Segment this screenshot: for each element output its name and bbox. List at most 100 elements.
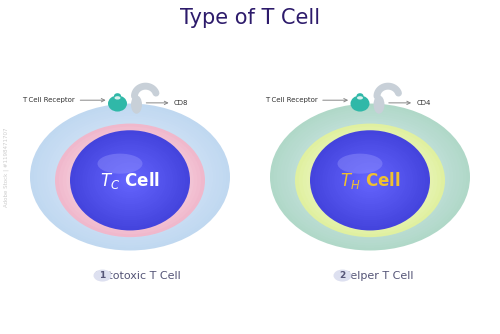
- Ellipse shape: [92, 148, 168, 212]
- Ellipse shape: [354, 165, 386, 189]
- Ellipse shape: [339, 154, 401, 206]
- Ellipse shape: [115, 169, 145, 192]
- Text: Cytotoxic T Cell: Cytotoxic T Cell: [94, 271, 181, 281]
- Ellipse shape: [44, 113, 216, 241]
- Ellipse shape: [84, 143, 176, 211]
- Ellipse shape: [356, 93, 364, 99]
- Ellipse shape: [96, 155, 164, 206]
- Ellipse shape: [76, 138, 184, 216]
- Ellipse shape: [322, 140, 418, 220]
- Ellipse shape: [101, 156, 159, 204]
- Ellipse shape: [80, 140, 180, 214]
- Ellipse shape: [314, 135, 426, 219]
- Ellipse shape: [104, 158, 156, 202]
- Ellipse shape: [320, 138, 420, 222]
- Ellipse shape: [351, 166, 389, 194]
- Ellipse shape: [321, 144, 419, 217]
- Ellipse shape: [296, 123, 444, 231]
- Ellipse shape: [66, 132, 194, 229]
- Ellipse shape: [362, 175, 378, 186]
- Ellipse shape: [66, 131, 194, 223]
- Ellipse shape: [338, 154, 382, 174]
- Ellipse shape: [120, 170, 140, 184]
- Text: CD8: CD8: [174, 100, 188, 106]
- Ellipse shape: [118, 170, 142, 190]
- Ellipse shape: [366, 175, 374, 179]
- Ellipse shape: [306, 131, 434, 223]
- Ellipse shape: [96, 152, 164, 208]
- Ellipse shape: [290, 118, 450, 236]
- Circle shape: [334, 270, 351, 282]
- Text: Type of T Cell: Type of T Cell: [180, 8, 320, 28]
- Ellipse shape: [327, 144, 413, 216]
- Text: 1: 1: [100, 271, 105, 280]
- Ellipse shape: [324, 143, 416, 211]
- Ellipse shape: [341, 156, 399, 204]
- Ellipse shape: [302, 129, 438, 231]
- Ellipse shape: [360, 172, 380, 188]
- Ellipse shape: [40, 111, 220, 243]
- Ellipse shape: [300, 126, 440, 228]
- Ellipse shape: [357, 96, 363, 100]
- Ellipse shape: [368, 178, 372, 182]
- Ellipse shape: [360, 170, 380, 184]
- Ellipse shape: [59, 127, 201, 234]
- Ellipse shape: [55, 124, 205, 237]
- Text: 2: 2: [340, 271, 345, 280]
- Ellipse shape: [94, 150, 166, 204]
- Ellipse shape: [82, 140, 178, 220]
- Ellipse shape: [310, 133, 430, 221]
- Ellipse shape: [116, 168, 144, 192]
- Ellipse shape: [84, 142, 176, 218]
- Ellipse shape: [306, 132, 434, 229]
- Ellipse shape: [60, 126, 200, 228]
- Ellipse shape: [89, 149, 171, 212]
- Ellipse shape: [344, 157, 396, 197]
- Ellipse shape: [330, 148, 410, 206]
- Ellipse shape: [120, 172, 140, 188]
- Ellipse shape: [87, 144, 173, 216]
- Ellipse shape: [336, 155, 404, 206]
- Ellipse shape: [280, 111, 460, 243]
- Ellipse shape: [36, 109, 224, 245]
- Ellipse shape: [317, 136, 423, 224]
- Ellipse shape: [340, 158, 400, 203]
- Ellipse shape: [100, 158, 160, 203]
- Ellipse shape: [111, 164, 149, 196]
- Ellipse shape: [286, 116, 454, 238]
- Ellipse shape: [334, 150, 406, 204]
- Ellipse shape: [92, 152, 168, 209]
- Ellipse shape: [336, 152, 404, 208]
- Ellipse shape: [30, 104, 230, 250]
- Ellipse shape: [104, 161, 156, 200]
- Ellipse shape: [329, 146, 411, 214]
- Ellipse shape: [125, 176, 135, 184]
- Text: T Cell Receptor: T Cell Receptor: [22, 97, 75, 103]
- Ellipse shape: [80, 138, 180, 222]
- Ellipse shape: [75, 134, 185, 226]
- Ellipse shape: [356, 168, 384, 192]
- Ellipse shape: [108, 162, 152, 198]
- Ellipse shape: [56, 123, 204, 231]
- Ellipse shape: [324, 142, 416, 218]
- Ellipse shape: [126, 178, 134, 183]
- Circle shape: [94, 270, 112, 282]
- Text: $T_{C}$ Cell: $T_{C}$ Cell: [100, 170, 160, 191]
- Ellipse shape: [89, 146, 171, 214]
- Ellipse shape: [310, 135, 430, 226]
- Ellipse shape: [318, 141, 422, 220]
- Ellipse shape: [116, 167, 143, 187]
- Ellipse shape: [348, 163, 393, 197]
- Ellipse shape: [106, 160, 154, 200]
- Ellipse shape: [334, 150, 406, 210]
- Ellipse shape: [326, 145, 414, 209]
- Ellipse shape: [312, 132, 428, 228]
- Ellipse shape: [94, 150, 166, 210]
- Ellipse shape: [81, 144, 179, 217]
- Ellipse shape: [366, 178, 374, 183]
- Ellipse shape: [114, 96, 120, 100]
- Ellipse shape: [304, 128, 436, 226]
- Ellipse shape: [85, 146, 175, 214]
- Ellipse shape: [108, 96, 127, 112]
- Ellipse shape: [114, 93, 121, 99]
